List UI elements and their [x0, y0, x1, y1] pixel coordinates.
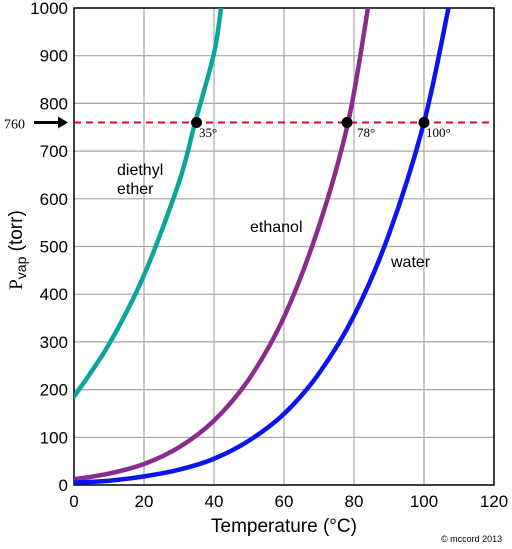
x-tick-label: 120	[480, 492, 508, 511]
boiling-point-label-diethyl-ether: 35°	[199, 125, 217, 140]
boiling-point-marker-water	[418, 116, 430, 128]
series-labels: 35° diethyl ether 78° ethanol 100° water	[117, 125, 451, 271]
y-tick-label: 400	[40, 285, 68, 304]
boiling-points	[191, 116, 430, 128]
y-tick-label: 700	[40, 142, 68, 161]
y-tick-label: 800	[40, 94, 68, 113]
plot-frame	[73, 7, 495, 486]
x-tick-label: 80	[345, 492, 364, 511]
series-label-ethanol: ethanol	[250, 219, 303, 236]
series-lines	[74, 8, 451, 485]
y-axis-title-subscript: vap	[13, 256, 29, 279]
y-axis-title: Pvap (torr)	[6, 210, 29, 290]
reference-line-label: 760	[4, 117, 25, 132]
x-tick-label: 100	[410, 492, 438, 511]
x-tick-label: 20	[135, 492, 154, 511]
y-tick-label: 300	[40, 333, 68, 352]
boiling-point-marker-diethyl-ether	[191, 116, 202, 128]
y-tick-label: 900	[40, 47, 68, 66]
chart-axes: 0 20 40 60 80 100 120 0 100 200 300 400 500 600 700 800…	[30, 0, 508, 511]
x-tick-label: 0	[69, 492, 78, 511]
y-axis-title-main: P	[6, 279, 27, 290]
y-axis-title-unit: (torr)	[6, 210, 27, 256]
series-line-ethanol	[74, 8, 371, 482]
y-tick-label: 500	[40, 238, 68, 257]
boiling-point-label-ethanol: 78°	[357, 125, 375, 140]
series-label-water: water	[390, 254, 431, 271]
credit-text: © mccord 2013	[441, 534, 502, 544]
y-tick-label: 0	[59, 476, 68, 495]
y-tick-label: 1000	[30, 0, 68, 18]
x-tick-label: 40	[205, 492, 224, 511]
series-label-diethyl-ether: diethyl	[117, 162, 163, 179]
series-line-diethyl-ether	[74, 8, 224, 399]
x-tick-label: 60	[275, 492, 294, 511]
boiling-point-label-water: 100°	[426, 125, 451, 140]
series-label-diethyl-ether: ether	[117, 181, 154, 198]
x-axis-title: Temperature (°C)	[211, 516, 357, 537]
chart-gridlines	[74, 8, 494, 485]
series-line-water	[74, 8, 451, 485]
y-tick-label: 100	[40, 428, 68, 447]
y-tick-label: 200	[40, 381, 68, 400]
reference-arrow-head	[58, 116, 68, 129]
boiling-point-marker-ethanol	[341, 116, 353, 128]
y-tick-label: 600	[40, 190, 68, 209]
